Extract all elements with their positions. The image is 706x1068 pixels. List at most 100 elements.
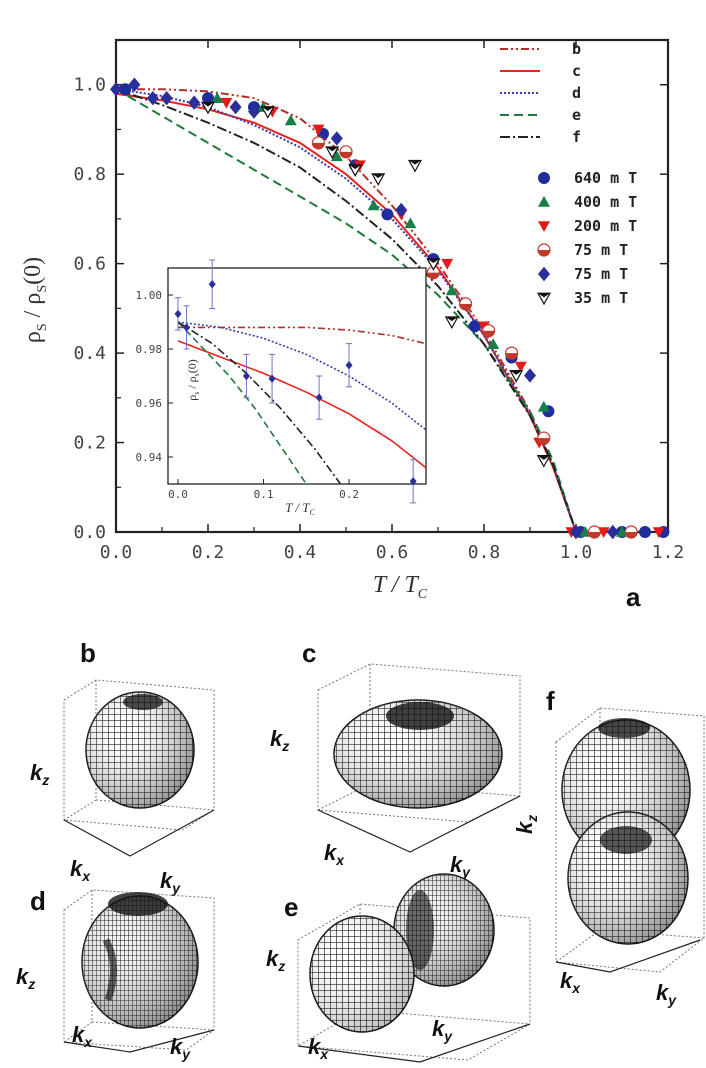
inset-x-tick-label: 0.0 (168, 488, 188, 501)
inset-curve-f (177, 321, 342, 485)
marker-diamond-4 (160, 90, 173, 106)
marker-triangle-down-open-5 (325, 146, 340, 160)
ky-label-d: ky (170, 1034, 191, 1062)
marker-half-circle-3 (339, 145, 353, 159)
kz-label-b: kz (30, 760, 49, 788)
main-axes-ticks: 0.0 0.2 0.4 0.6 0.8 1.0 1.2 0.0 0.2 0.4 0.6 0.8 1.0 (73, 40, 684, 563)
marker-half-circle-3 (482, 324, 496, 338)
kx-label-b: kx (70, 856, 91, 884)
marker-half-circle-3 (624, 525, 638, 539)
inset-x-tick-label: 0.2 (339, 488, 359, 501)
axis-base-d (63, 1029, 215, 1053)
inset-point (268, 374, 276, 383)
inset-point (174, 309, 182, 319)
ky-label-b: ky (160, 868, 181, 896)
marker-half-circle-3 (311, 136, 325, 150)
legend-label-2: 200 m T (574, 217, 637, 235)
panel-c: c kz kx ky (270, 638, 521, 880)
gap-surface-b (85, 691, 195, 809)
legend-marker-5 (536, 292, 552, 306)
marker-diamond-4 (229, 99, 242, 115)
inset-point (345, 361, 353, 370)
marker-triangle-down-2 (220, 97, 233, 109)
inset-data-points (174, 259, 417, 504)
panel-e: e kz kx ky (266, 873, 531, 1063)
inset-point (183, 323, 191, 332)
x-tick-label: 0.2 (192, 542, 225, 563)
inset-curve-d (177, 321, 427, 431)
kz-label-d: kz (16, 964, 35, 992)
main-chart: 0.0 0.2 0.4 0.6 0.8 1.0 1.20.00.20.40.60.81.0 … (20, 38, 684, 612)
gap-surface-d (81, 892, 199, 1029)
main-ylabel: ρS / ρS(0) (20, 257, 50, 343)
marker-triangle-down-2 (441, 258, 454, 270)
legend-marker-2 (538, 221, 550, 232)
marker-diamond-4 (524, 368, 536, 383)
inset-y-tick-label: 0.96 (136, 397, 163, 410)
panel-label-d: d (30, 886, 46, 916)
legend-label-3: 75 m T (574, 241, 628, 259)
legend-marker-1 (538, 196, 550, 207)
y-tick-label: 0.4 (73, 343, 106, 364)
svg-text:ρS / ρS(0): ρS / ρS(0) (20, 257, 50, 343)
marker-triangle-down-2 (652, 527, 665, 538)
legend-label-b: b (572, 40, 581, 58)
kx-label-c: kx (324, 840, 345, 868)
panel-label-c: c (302, 638, 316, 668)
marker-circle-0 (468, 320, 481, 333)
marker-triangle-down-open-5 (348, 164, 363, 177)
marker-diamond-4 (188, 95, 201, 110)
marker-half-circle-3 (505, 346, 519, 360)
marker-diamond-4 (606, 524, 619, 540)
y-tick-label: 0.2 (73, 433, 106, 454)
legend-label-0: 640 m T (574, 169, 637, 187)
marker-diamond-4 (248, 104, 260, 119)
marker-triangle-up-1 (367, 199, 380, 211)
x-tick-label: 0.6 (376, 542, 409, 563)
x-tick-label: 0.4 (284, 542, 317, 563)
inset-x-tick-label: 0.1 (254, 488, 274, 501)
inset-point (242, 371, 250, 381)
panel-d: d kz kx ky (16, 886, 215, 1062)
kx-label-d: kx (72, 1022, 93, 1050)
inset-point (409, 477, 417, 486)
ky-label-c: ky (450, 852, 471, 880)
curve-b (116, 88, 668, 533)
marker-triangle-down-open-5 (426, 258, 441, 271)
marker-triangle-up-1 (487, 338, 500, 349)
inset-curve-c (177, 340, 427, 469)
legend-label-d: d (572, 84, 581, 102)
marker-triangle-up-1 (211, 92, 224, 103)
inset-y-tick-label: 0.94 (136, 451, 163, 464)
x-tick-label: 0.8 (468, 542, 501, 563)
marker-half-circle-3 (587, 525, 602, 539)
marker-diamond-4 (110, 82, 122, 97)
marker-triangle-down-2 (312, 124, 325, 136)
x-tick-label: 1.0 (560, 542, 593, 563)
inset-curve-e (177, 321, 307, 485)
kz-label-c: kz (270, 726, 289, 754)
gap-surface-e (309, 873, 495, 1033)
legend-marker-4 (538, 266, 550, 282)
marker-diamond-4 (330, 131, 343, 146)
legend-label-e: e (572, 106, 581, 124)
inset-y-tick-label: 0.98 (136, 343, 163, 356)
marker-triangle-down-open-5 (260, 106, 275, 119)
marker-half-circle-3 (537, 431, 551, 445)
marker-triangle-up-1 (404, 217, 417, 229)
curve-f (115, 88, 668, 533)
y-tick-label: 0.0 (73, 522, 106, 543)
kz-label-f: kz (512, 815, 540, 834)
panel-label-b: b (80, 638, 96, 668)
legend-label-5: 35 m T (574, 289, 628, 307)
panel-label-e: e (284, 892, 298, 922)
axis-base-c (317, 795, 521, 853)
kx-label-e: kx (308, 1034, 329, 1062)
main-data-markers (110, 77, 670, 540)
marker-triangle-down-open-5 (509, 370, 524, 383)
inset-chart: 0.0 0.1 0.2 0.94 0.96 0.98 1.00 ρs / ρs(0) T /… (136, 259, 427, 517)
legend-marker-0 (538, 172, 550, 184)
kx-label-f: kx (560, 968, 581, 996)
